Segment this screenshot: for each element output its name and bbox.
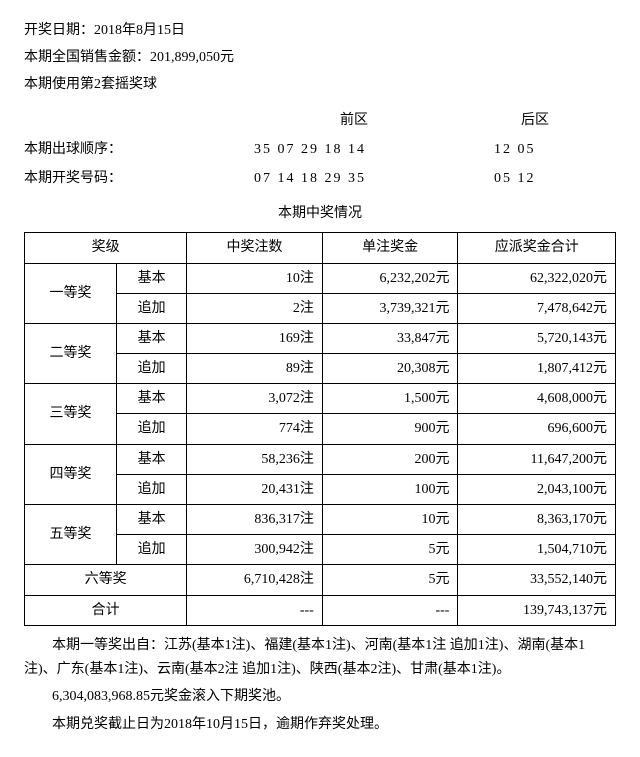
draw-order-back: 12 05	[454, 137, 616, 162]
col-count: 中奖注数	[187, 233, 323, 263]
draw-order-front: 35 07 29 18 14	[144, 137, 454, 162]
cell-count: 169注	[187, 323, 323, 353]
draw-order-label: 本期出球顺序：	[24, 137, 144, 162]
cell-total: 11,647,200元	[458, 444, 616, 474]
tier-name: 一等奖	[25, 263, 117, 323]
winning-label: 本期开奖号码：	[24, 166, 144, 191]
cell-unit: 100元	[322, 474, 458, 504]
cell-unit: 33,847元	[322, 323, 458, 353]
cell-count: 89注	[187, 354, 323, 384]
date-value: 2018年8月15日	[94, 23, 185, 38]
prize-table: 奖级 中奖注数 单注奖金 应派奖金合计 一等奖基本10注6,232,202元62…	[24, 232, 616, 625]
subtype-basic: 基本	[117, 323, 187, 353]
cell-total: 62,322,020元	[458, 263, 616, 293]
footer-rollover: 6,304,083,968.85元奖金滚入下期奖池。	[24, 685, 616, 709]
cell-unit: 5元	[322, 565, 458, 595]
cell-count: 10注	[187, 263, 323, 293]
cell-total: 33,552,140元	[458, 565, 616, 595]
subtype-basic: 基本	[117, 263, 187, 293]
ballset-line: 本期使用第2套摇奖球	[24, 72, 616, 97]
footer-origin: 本期一等奖出自：江苏(基本1注)、福建(基本1注)、河南(基本1注 追加1注)、…	[24, 634, 616, 682]
tier-name: 四等奖	[25, 444, 117, 504]
zone-header: 前区 后区	[24, 108, 616, 133]
subtype-add: 追加	[117, 535, 187, 565]
subtype-add: 追加	[117, 354, 187, 384]
cell-total: 2,043,100元	[458, 474, 616, 504]
table-row-sum: 合计------139,743,137元	[25, 595, 616, 625]
cell-unit: 3,739,321元	[322, 293, 458, 323]
front-zone-label: 前区	[254, 108, 454, 133]
cell-total: 1,807,412元	[458, 354, 616, 384]
cell-count: 58,236注	[187, 444, 323, 474]
cell-unit: 20,308元	[322, 354, 458, 384]
back-zone-label: 后区	[454, 108, 616, 133]
cell-count: 774注	[187, 414, 323, 444]
cell-unit: 10元	[322, 505, 458, 535]
winning-front: 07 14 18 29 35	[144, 166, 454, 191]
table-row: 三等奖基本3,072注1,500元4,608,000元	[25, 384, 616, 414]
subtype-basic: 基本	[117, 384, 187, 414]
cell-unit: 200元	[322, 444, 458, 474]
col-tier: 奖级	[25, 233, 187, 263]
table-row: 四等奖基本58,236注200元11,647,200元	[25, 444, 616, 474]
tier-sixth: 六等奖	[25, 565, 187, 595]
tier-name: 三等奖	[25, 384, 117, 444]
cell-count: 2注	[187, 293, 323, 323]
subtype-basic: 基本	[117, 444, 187, 474]
table-row: 二等奖基本169注33,847元5,720,143元	[25, 323, 616, 353]
draw-order-row: 本期出球顺序： 35 07 29 18 14 12 05	[24, 137, 616, 162]
cell-total: 7,478,642元	[458, 293, 616, 323]
cell-count: 836,317注	[187, 505, 323, 535]
cell-unit: 900元	[322, 414, 458, 444]
subtype-add: 追加	[117, 474, 187, 504]
subtype-add: 追加	[117, 414, 187, 444]
cell-unit: 1,500元	[322, 384, 458, 414]
cell-count: 20,431注	[187, 474, 323, 504]
tier-sum: 合计	[25, 595, 187, 625]
cell-count: ---	[187, 595, 323, 625]
table-row: 一等奖基本10注6,232,202元62,322,020元	[25, 263, 616, 293]
winning-back: 05 12	[454, 166, 616, 191]
date-label: 开奖日期：	[24, 23, 94, 38]
subtype-add: 追加	[117, 293, 187, 323]
cell-total: 8,363,170元	[458, 505, 616, 535]
cell-total: 4,608,000元	[458, 384, 616, 414]
cell-total: 1,504,710元	[458, 535, 616, 565]
subtype-basic: 基本	[117, 505, 187, 535]
draw-date: 开奖日期：2018年8月15日	[24, 18, 616, 43]
prize-section-title: 本期中奖情况	[24, 201, 616, 226]
tier-name: 五等奖	[25, 505, 117, 565]
col-total: 应派奖金合计	[458, 233, 616, 263]
table-row: 六等奖6,710,428注5元33,552,140元	[25, 565, 616, 595]
sales-value: 201,899,050元	[150, 50, 234, 65]
col-unit: 单注奖金	[322, 233, 458, 263]
cell-count: 300,942注	[187, 535, 323, 565]
cell-total: 696,600元	[458, 414, 616, 444]
table-header-row: 奖级 中奖注数 单注奖金 应派奖金合计	[25, 233, 616, 263]
sales-line: 本期全国销售金额：201,899,050元	[24, 45, 616, 70]
table-row: 五等奖基本836,317注10元8,363,170元	[25, 505, 616, 535]
winning-row: 本期开奖号码： 07 14 18 29 35 05 12	[24, 166, 616, 191]
cell-count: 6,710,428注	[187, 565, 323, 595]
footer-deadline: 本期兑奖截止日为2018年10月15日，逾期作弃奖处理。	[24, 713, 616, 737]
cell-total: 139,743,137元	[458, 595, 616, 625]
cell-unit: 6,232,202元	[322, 263, 458, 293]
cell-unit: 5元	[322, 535, 458, 565]
cell-total: 5,720,143元	[458, 323, 616, 353]
cell-count: 3,072注	[187, 384, 323, 414]
sales-label: 本期全国销售金额：	[24, 50, 150, 65]
cell-unit: ---	[322, 595, 458, 625]
tier-name: 二等奖	[25, 323, 117, 383]
